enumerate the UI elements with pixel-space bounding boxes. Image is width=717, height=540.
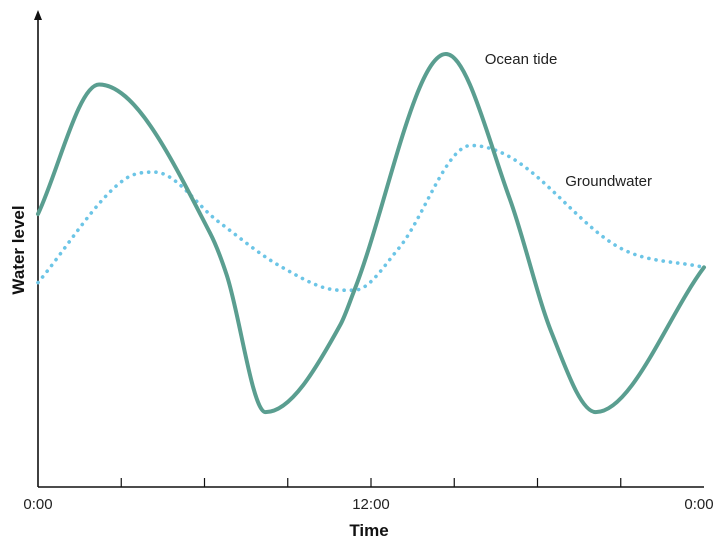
x-tick-labels: 0:00 12:00 0:00	[23, 496, 713, 513]
annotations: Ocean tide Groundwater	[485, 51, 652, 190]
y-axis-title: Water level	[9, 205, 28, 294]
series-label-groundwater: Groundwater	[565, 173, 652, 190]
series-line-ocean-tide	[36, 52, 706, 415]
x-tick-label: 12:00	[352, 496, 390, 513]
series	[36, 52, 706, 415]
x-tick-label: 0:00	[684, 496, 713, 513]
x-axis-title: Time	[349, 521, 388, 540]
x-ticks	[120, 478, 622, 487]
series-label-ocean-tide: Ocean tide	[485, 51, 558, 68]
y-axis-arrow	[34, 10, 42, 20]
x-tick-label: 0:00	[23, 496, 52, 513]
series-line-groundwater	[36, 143, 706, 293]
